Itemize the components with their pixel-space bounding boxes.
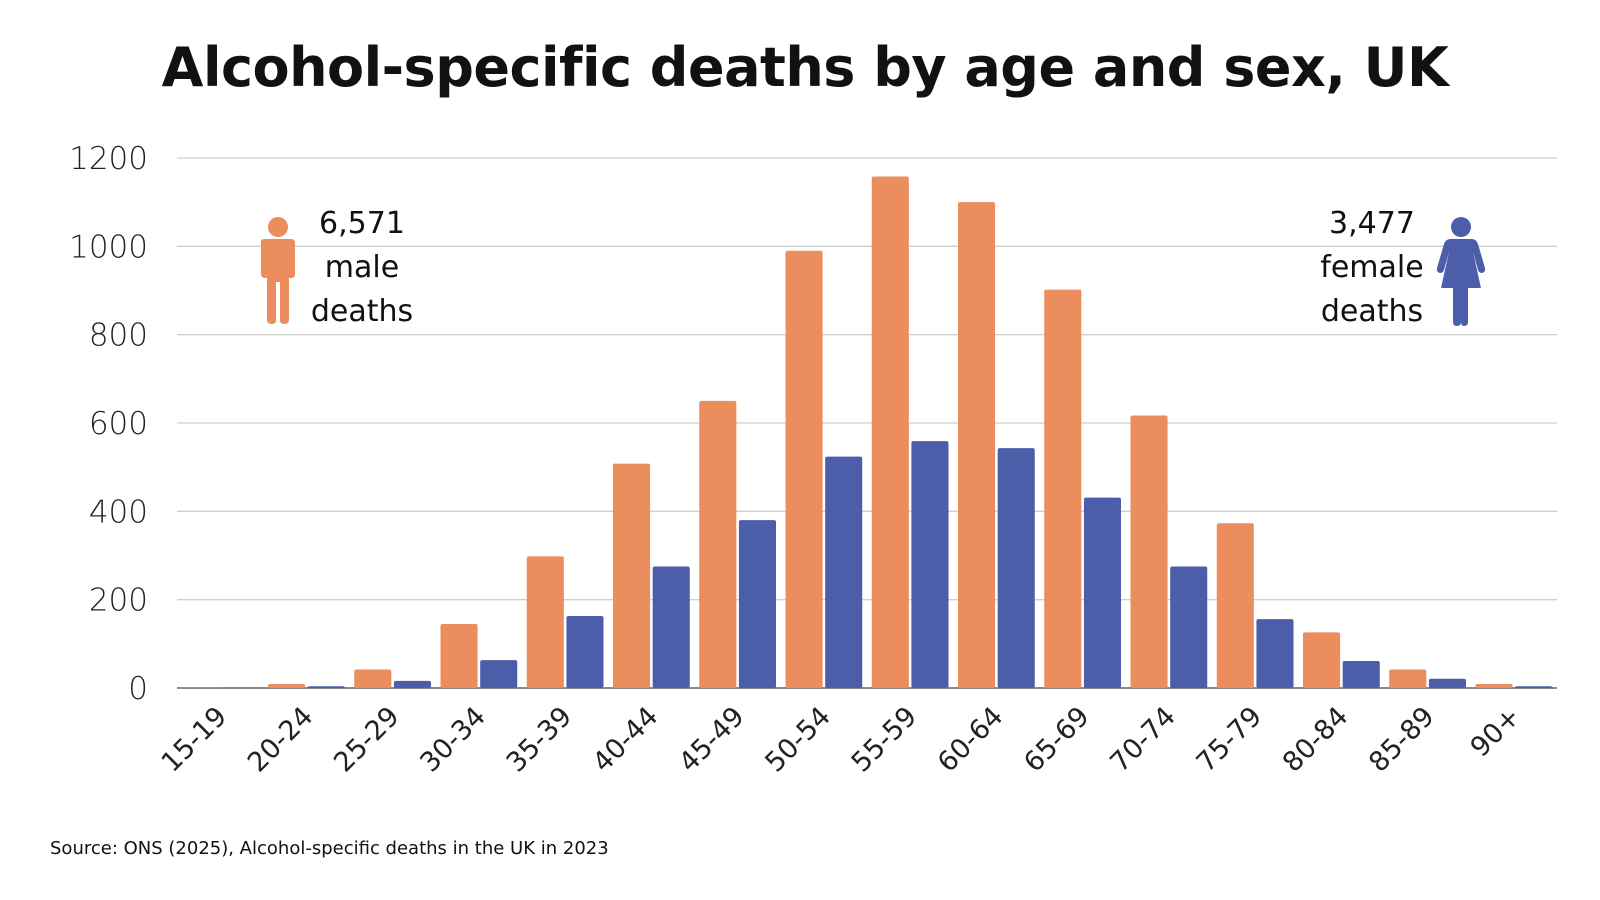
x-tick-label: 50-54	[759, 701, 836, 778]
female-bar	[1256, 619, 1294, 688]
x-tick-label: 75-79	[1191, 701, 1268, 778]
female-bar	[911, 441, 949, 688]
y-tick-label: 0	[128, 671, 148, 707]
male-bar	[1216, 523, 1254, 688]
female-bar	[1342, 661, 1380, 688]
y-tick-label: 400	[89, 494, 148, 530]
male-label: male	[324, 250, 400, 285]
male-bar	[526, 556, 564, 688]
x-tick-label: 35-39	[501, 701, 578, 778]
female-bar	[997, 448, 1035, 688]
female-bar	[1428, 678, 1467, 688]
x-tick-label: 40-44	[587, 701, 664, 778]
female-bar	[307, 686, 345, 688]
male-bar	[699, 400, 737, 688]
male-deaths-word: deaths	[310, 294, 414, 329]
female-bar	[825, 456, 863, 688]
male-bar	[1389, 669, 1427, 688]
male-count: 6,571	[319, 206, 405, 241]
y-tick-label: 600	[89, 406, 148, 442]
male-bar	[1044, 289, 1082, 688]
female-deaths-annotation: 3,477 female deaths	[1310, 202, 1434, 334]
female-bar	[566, 616, 604, 688]
female-deaths-word: deaths	[1320, 294, 1424, 329]
y-axis-ticks: 0 200 400 600 800 1000 1200	[69, 141, 148, 707]
x-tick-label: 85-89	[1363, 701, 1440, 778]
female-label: female	[1320, 250, 1424, 285]
female-bar	[480, 660, 518, 688]
male-bar	[267, 684, 306, 688]
female-bar	[652, 566, 690, 688]
male-bar	[785, 250, 823, 688]
female-bar	[1170, 566, 1208, 688]
male-bar	[1475, 684, 1513, 688]
female-person-icon	[1436, 217, 1486, 326]
x-axis-ticks: 15-19 20-24 25-29 30-34 35-39 40-44 45-49 50-54…	[156, 701, 1527, 778]
male-bar	[354, 669, 392, 688]
x-tick-label: 70-74	[1104, 701, 1181, 778]
female-count: 3,477	[1329, 206, 1415, 241]
x-tick-label: 90+	[1465, 701, 1527, 763]
male-bar	[440, 623, 478, 688]
female-bar	[393, 680, 432, 688]
female-bar	[1083, 497, 1122, 688]
source-note: Source: ONS (2025), Alcohol-specific dea…	[50, 838, 609, 859]
x-tick-label: 60-64	[932, 701, 1009, 778]
x-tick-label: 20-24	[242, 701, 319, 778]
x-tick-label: 65-69	[1018, 701, 1095, 778]
x-tick-label: 15-19	[156, 701, 233, 778]
female-bar	[1515, 686, 1553, 688]
x-tick-label: 25-29	[328, 701, 405, 778]
chart-title: Alcohol-specific deaths by age and sex, …	[161, 36, 1449, 99]
x-tick-label: 45-49	[673, 701, 750, 778]
x-tick-label: 30-34	[414, 701, 491, 778]
male-bar	[957, 202, 996, 688]
female-bar	[738, 520, 777, 688]
male-bar	[612, 463, 651, 688]
male-bar	[1130, 415, 1168, 688]
male-person-icon	[261, 217, 295, 324]
x-tick-label: 80-84	[1277, 701, 1354, 778]
y-tick-label: 1200	[69, 141, 148, 177]
male-bar	[1302, 632, 1341, 688]
y-tick-label: 800	[89, 318, 148, 354]
male-deaths-annotation: 6,571 male deaths	[300, 202, 424, 334]
y-tick-label: 1000	[69, 229, 148, 265]
male-bar	[871, 176, 909, 689]
y-tick-label: 200	[89, 583, 148, 619]
bars	[181, 176, 1553, 689]
x-tick-label: 55-59	[846, 701, 923, 778]
